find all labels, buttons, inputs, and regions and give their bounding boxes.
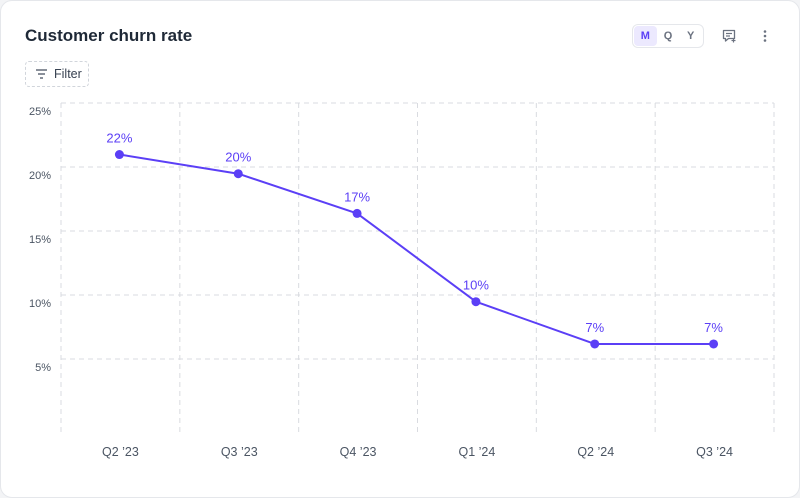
filter-button[interactable]: Filter bbox=[25, 61, 89, 87]
data-label: 7% bbox=[704, 320, 723, 335]
x-tick-label: Q3 ’23 bbox=[221, 445, 258, 459]
x-tick-label: Q3 ’24 bbox=[696, 445, 733, 459]
data-label: 20% bbox=[225, 150, 251, 165]
x-tick-label: Q1 ’24 bbox=[458, 445, 495, 459]
data-label: 7% bbox=[585, 320, 604, 335]
data-point bbox=[709, 339, 719, 349]
data-point bbox=[471, 297, 481, 307]
data-point bbox=[114, 150, 124, 160]
period-toggle: M Q Y bbox=[632, 24, 704, 48]
period-quarter-button[interactable]: Q bbox=[663, 30, 673, 42]
data-point bbox=[590, 339, 600, 349]
series-line bbox=[119, 153, 714, 345]
series-layer: 22% 20% 17% 10% 7% 7% bbox=[106, 131, 723, 349]
filter-lines-icon bbox=[36, 69, 47, 79]
x-tick-label: Q4 ’23 bbox=[340, 445, 377, 459]
chart-grid bbox=[60, 102, 775, 433]
y-tick-label: 10% bbox=[29, 298, 51, 310]
chart-title: Customer churn rate bbox=[25, 26, 193, 45]
add-comment-button[interactable] bbox=[717, 24, 741, 48]
period-year-button[interactable]: Y bbox=[687, 30, 695, 42]
more-vertical-icon bbox=[763, 30, 767, 42]
data-label: 22% bbox=[106, 131, 132, 146]
y-tick-label: 25% bbox=[29, 106, 51, 118]
y-tick-label: 5% bbox=[35, 362, 51, 374]
data-point bbox=[233, 169, 243, 179]
x-tick-label: Q2 ’24 bbox=[577, 445, 614, 459]
x-axis: Q2 ’23 Q3 ’23 Q4 ’23 Q1 ’24 Q2 ’24 Q3 ’24 bbox=[102, 445, 733, 459]
y-axis: 5% 10% 15% 20% 25% bbox=[29, 106, 51, 374]
x-tick-label: Q2 ’23 bbox=[102, 445, 139, 459]
data-label: 10% bbox=[463, 278, 489, 293]
data-label: 17% bbox=[344, 189, 370, 204]
filter-label: Filter bbox=[54, 67, 82, 81]
more-options-button[interactable] bbox=[753, 24, 777, 48]
comment-add-icon bbox=[722, 29, 736, 43]
y-tick-label: 20% bbox=[29, 170, 51, 182]
y-tick-label: 15% bbox=[29, 234, 51, 246]
period-month-button[interactable]: M bbox=[634, 26, 657, 46]
data-point bbox=[352, 208, 362, 218]
